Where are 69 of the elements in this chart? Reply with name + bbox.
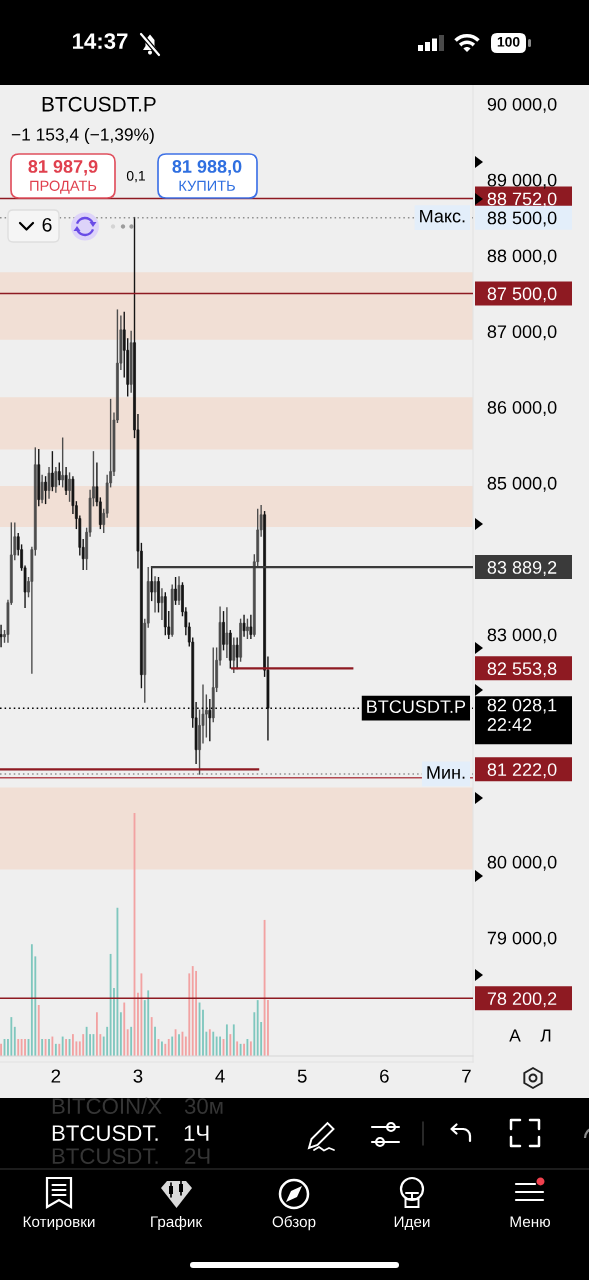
candlestick [157,576,160,613]
candlestick [239,618,242,662]
candlestick [51,451,54,492]
text: Л [540,1029,551,1042]
candlestick [177,576,181,605]
text: 100 [497,36,520,47]
y-tick-label: 83 000,0 [487,628,557,644]
annotation: 0,1 [126,170,145,183]
annotation: 6 [42,217,52,232]
candlestick [242,614,246,637]
candlestick [57,462,61,486]
y-tick-label: 88 500,0 [487,211,557,227]
y-tick-label: 82 028,1 22:42 [487,698,557,731]
x-tick-label: 5 [297,1069,307,1083]
candlestick [47,467,51,499]
annotation: 81 987,9 [28,160,98,176]
candlestick [246,618,249,639]
candlestick [40,474,44,504]
annotation: КУПИТЬ [179,180,235,191]
candlestick [235,637,239,670]
candlestick [0,624,3,648]
candlestick [54,467,58,493]
text: 14:37 [72,33,128,49]
text: Меню [510,1216,550,1228]
annotation: ПРОДАТЬ [30,180,97,194]
annotation: 81 988,0 [172,160,242,176]
text: 1Ч [184,1125,209,1141]
candlestick [153,576,157,613]
candlestick [68,472,71,502]
y-tick-label: 85 000,0 [487,476,557,492]
y-tick-label: 82 553,8 [487,662,557,678]
y-tick-label: 87 500,0 [487,287,557,303]
y-tick-label: 78 200,2 [487,992,557,1008]
x-tick-label: 3 [133,1069,143,1083]
text: График [151,1215,203,1231]
y-tick-label: 88 752,0 [487,192,557,208]
y-tick-label: 83 889,2 [487,561,557,576]
candlestick [174,576,177,605]
ref-line-label: Макс. [420,209,465,223]
candlestick [150,566,154,602]
ref-line-label: BTCUSDT.P [367,700,466,714]
y-tick-label: 80 000,0 [487,855,557,871]
ref-line-label: Мин. [427,766,465,779]
candlestick [208,699,212,742]
y-tick-label: 89 000,0 [487,173,557,189]
y-tick-label: 81 222,0 [487,763,557,779]
candlestick [44,476,47,505]
text: Идеи [394,1216,430,1230]
x-tick-label: 4 [215,1069,225,1083]
text: А [509,1029,521,1042]
x-tick-label: 6 [380,1069,389,1083]
text: Обзор [272,1215,316,1231]
y-tick-label: 88 000,0 [487,249,557,265]
y-tick-label: 86 000,0 [487,401,557,416]
candlestick [249,614,253,639]
x-tick-label: 7 [462,1069,471,1083]
candlestick [64,467,68,495]
candlestick [61,437,65,488]
chart-title: BTCUSDT.P [42,96,156,112]
y-tick-label: 79 000,0 [487,931,557,947]
text: Котировки [23,1216,95,1231]
x-tick-label: 2 [51,1069,61,1083]
y-tick-label: 90 000,0 [487,97,557,113]
candlestick [222,611,225,651]
text: BTCUSDT. [52,1125,158,1141]
text: −1 153,4 (−1,39%) [11,127,154,145]
candlestick [225,607,229,658]
y-tick-label: 87 000,0 [487,325,557,341]
candlestick [160,588,164,621]
